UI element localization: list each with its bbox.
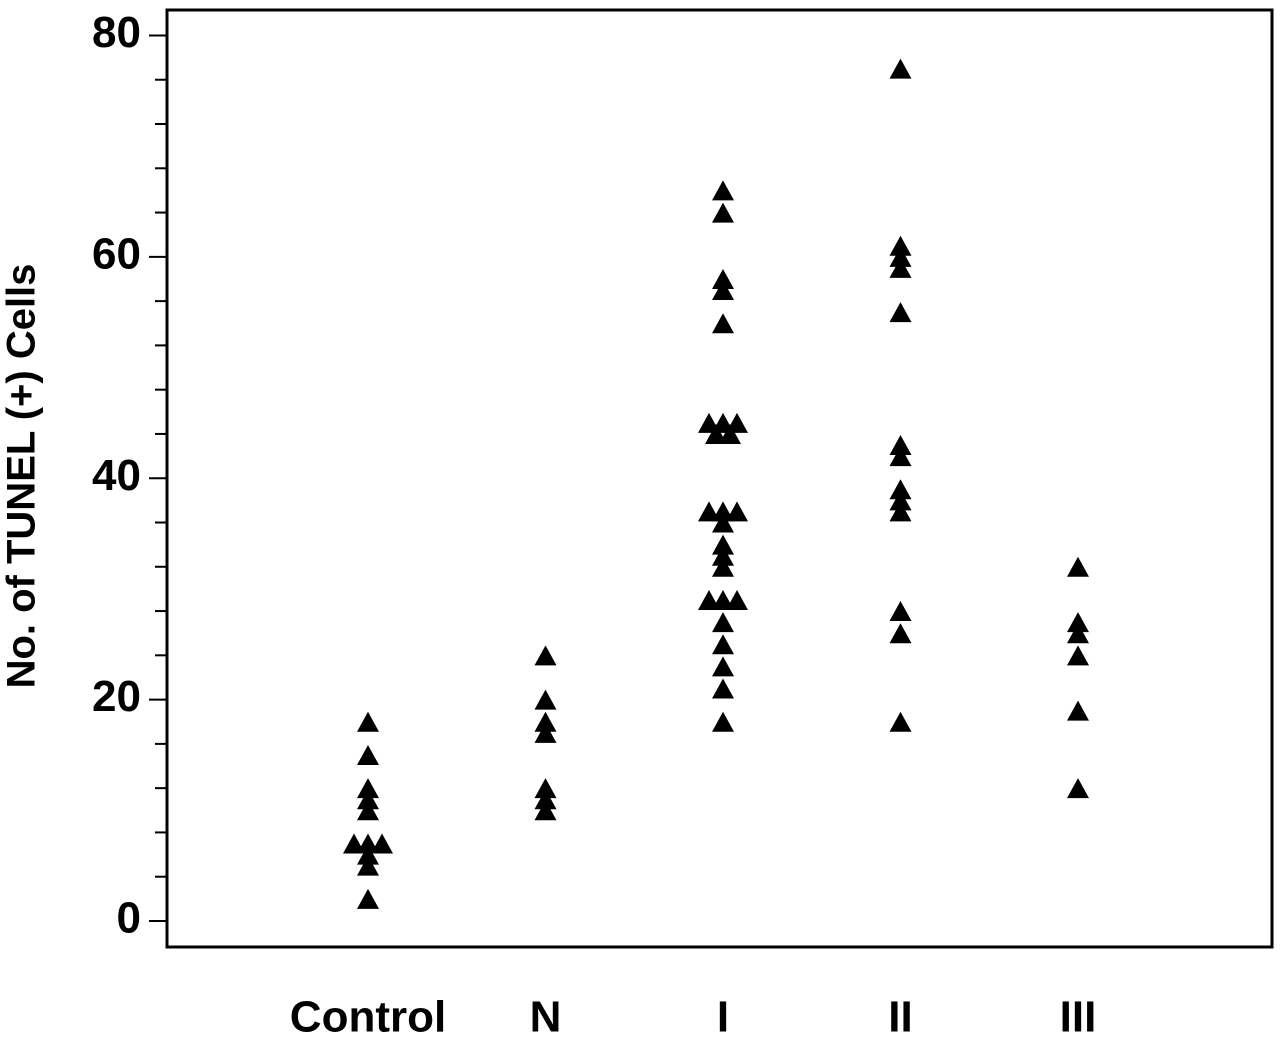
x-tick-label: I (717, 993, 729, 1042)
triangle-marker (698, 501, 720, 522)
triangle-marker (371, 833, 393, 854)
x-tick-label: N (530, 993, 562, 1042)
triangle-marker (719, 423, 741, 444)
triangle-marker (889, 623, 912, 644)
triangle-marker (357, 833, 379, 854)
y-tick-label: 20 (92, 672, 141, 721)
triangle-marker (712, 556, 734, 577)
triangle-marker (889, 490, 912, 511)
triangle-marker (712, 711, 734, 732)
y-tick-label: 0 (117, 894, 141, 943)
triangle-marker (712, 202, 734, 223)
plot-frame (165, 8, 1274, 949)
triangle-marker (726, 589, 748, 610)
triangle-marker (712, 313, 734, 334)
triangle-marker (889, 246, 912, 267)
triangle-marker (889, 435, 912, 456)
y-tick-label: 60 (92, 229, 141, 278)
x-tick-label: Control (290, 993, 446, 1042)
triangle-marker (357, 844, 379, 865)
triangle-marker (712, 180, 734, 201)
x-tick-label: III (1060, 993, 1097, 1042)
triangle-marker (712, 280, 734, 301)
triangle-marker (889, 257, 912, 278)
triangle-marker (889, 302, 912, 323)
triangle-marker (705, 423, 727, 444)
triangle-marker (712, 589, 734, 610)
triangle-marker (698, 589, 720, 610)
triangle-marker (889, 501, 912, 522)
y-tick-label: 40 (92, 451, 141, 500)
triangle-marker (712, 634, 734, 655)
triangle-marker (1067, 700, 1089, 721)
triangle-marker (712, 545, 734, 566)
triangle-marker (534, 800, 557, 821)
triangle-marker (534, 689, 557, 710)
triangle-marker (534, 645, 557, 666)
triangle-marker (1067, 612, 1089, 633)
triangle-marker (357, 800, 379, 821)
triangle-marker (357, 778, 379, 799)
y-tick-label: 80 (92, 8, 141, 57)
triangle-marker (889, 601, 912, 622)
triangle-marker (712, 678, 734, 699)
triangle-marker (889, 446, 912, 467)
y-axis-label: No. of TUNEL (+) Cells (0, 264, 44, 689)
triangle-marker (712, 501, 734, 522)
triangle-marker (534, 778, 557, 799)
triangle-marker (357, 711, 379, 732)
triangle-marker (726, 501, 748, 522)
triangle-marker (712, 268, 734, 289)
triangle-marker (1067, 778, 1089, 799)
triangle-marker (889, 58, 912, 79)
triangle-marker (712, 534, 734, 555)
triangle-marker (357, 888, 379, 909)
triangle-marker (712, 656, 734, 677)
triangle-marker (534, 789, 557, 810)
triangle-marker (1067, 556, 1089, 577)
triangle-marker (889, 711, 912, 732)
triangle-marker (534, 722, 557, 743)
triangle-marker (712, 512, 734, 533)
triangle-marker (889, 235, 912, 256)
triangle-marker (357, 744, 379, 765)
x-tick-label: II (888, 993, 912, 1042)
triangle-marker (1067, 623, 1089, 644)
triangle-marker (357, 789, 379, 810)
triangle-marker (343, 833, 365, 854)
triangle-marker (357, 855, 379, 876)
triangle-marker (1067, 645, 1089, 666)
triangle-marker (534, 711, 557, 732)
triangle-marker (712, 612, 734, 633)
triangle-marker (889, 479, 912, 500)
